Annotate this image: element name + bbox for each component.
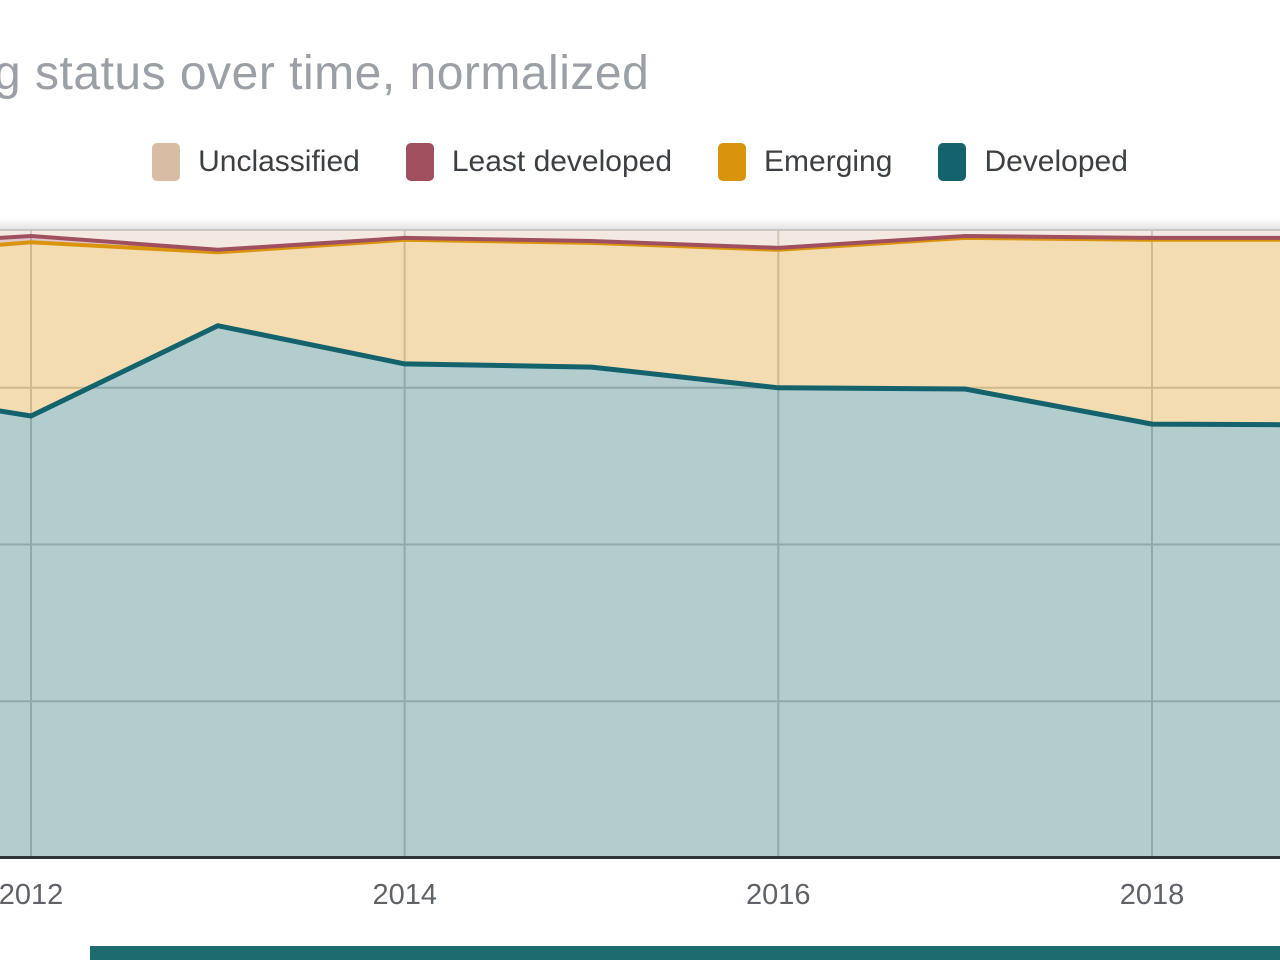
- x-tick-label: 2012: [0, 879, 63, 911]
- chart-title: g status over time, normalized: [0, 47, 650, 100]
- legend: Unclassified Least developed Emerging De…: [0, 143, 1280, 181]
- area-emerging: [0, 237, 1280, 425]
- legend-label: Unclassified: [198, 145, 360, 178]
- legend-label: Least developed: [451, 145, 673, 178]
- legend-swatch-emerging: [718, 143, 747, 181]
- legend-item-unclassified: Unclassified: [152, 143, 360, 181]
- legend-label: Developed: [984, 145, 1128, 178]
- legend-item-least-developed: Least developed: [405, 143, 673, 181]
- line-developed: [0, 323, 1280, 428]
- legend-item-emerging: Emerging: [718, 143, 892, 181]
- x-tick-label: 2018: [1120, 879, 1185, 911]
- legend-item-developed: Developed: [938, 143, 1128, 181]
- x-axis-line: [0, 856, 1280, 859]
- legend-swatch-developed: [938, 143, 967, 181]
- x-tick-label: 2016: [746, 879, 811, 911]
- area-developed: [0, 325, 1280, 858]
- legend-swatch-unclassified: [152, 143, 181, 181]
- legend-label: Emerging: [764, 145, 893, 178]
- bottom-scrollbar-thumb[interactable]: [90, 946, 1280, 960]
- legend-swatch-least-developed: [405, 143, 434, 181]
- line-least-developed: [0, 233, 1280, 252]
- x-tick-label: 2014: [372, 879, 437, 911]
